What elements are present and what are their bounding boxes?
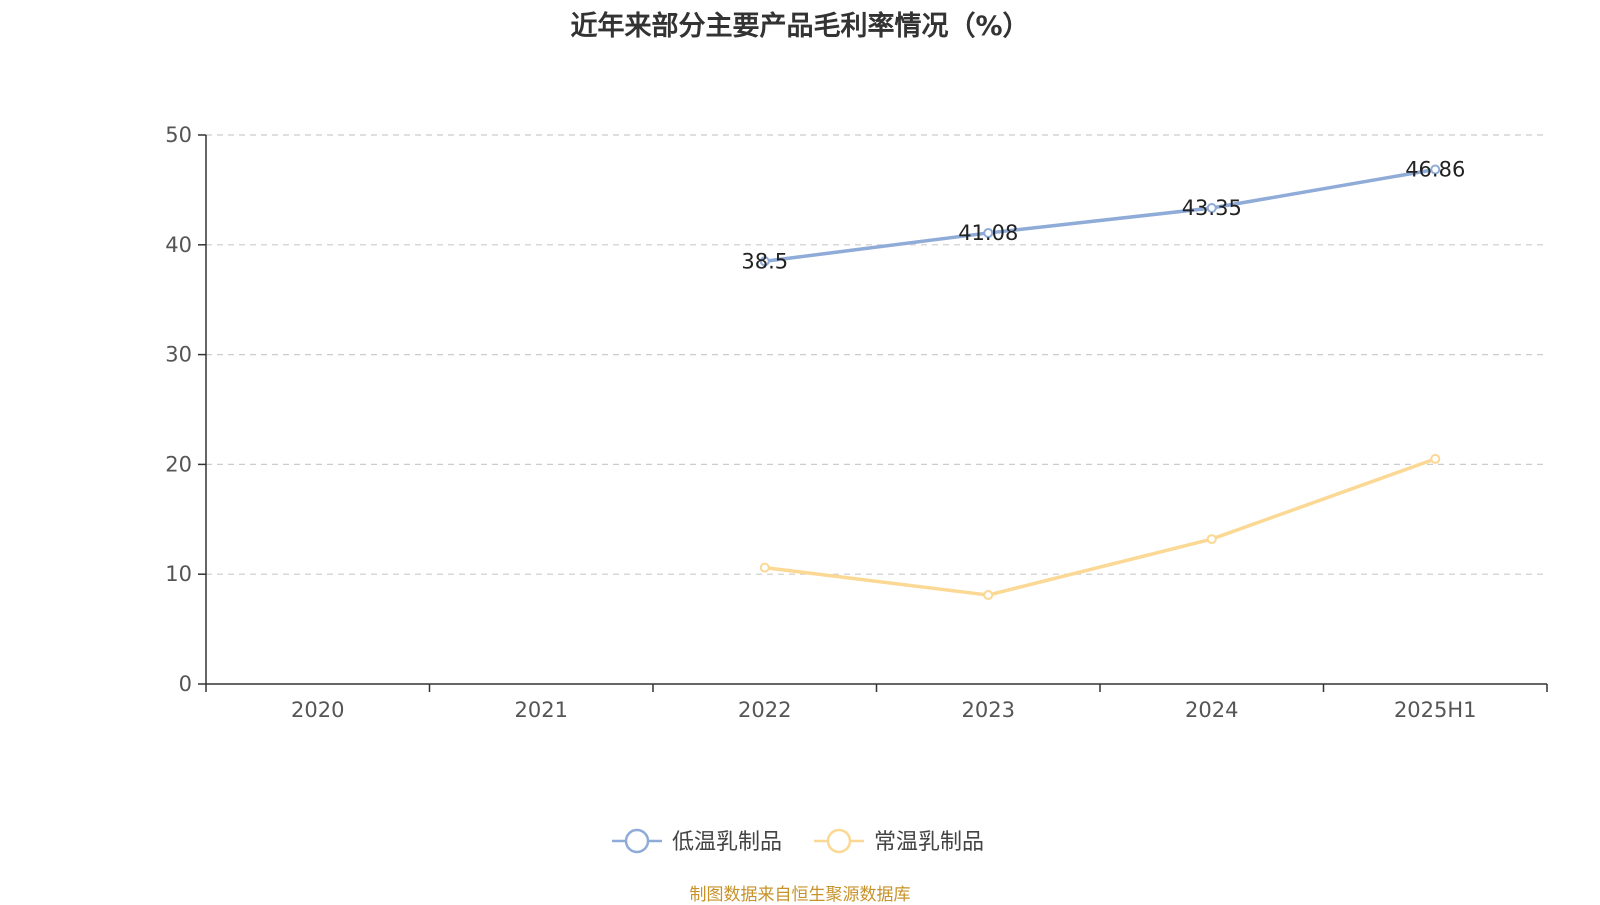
series-lines — [759, 164, 1441, 601]
data-point[interactable] — [759, 562, 770, 573]
y-tick-label: 10 — [165, 562, 192, 586]
data-label: 43.35 — [1182, 196, 1242, 220]
grid-lines — [206, 134, 1547, 575]
legend-label: 常温乳制品 — [874, 830, 984, 855]
data-point[interactable] — [1206, 203, 1217, 214]
data-point[interactable] — [1430, 164, 1441, 175]
series-line-1 — [764, 457, 1436, 597]
data-point[interactable] — [1430, 453, 1441, 464]
y-tick-label: 0 — [179, 672, 192, 696]
x-tick-label: 2023 — [962, 698, 1015, 722]
y-tick-label: 20 — [165, 452, 192, 476]
legend-marker-icon — [826, 828, 852, 854]
data-point[interactable] — [1206, 534, 1217, 545]
chart-title: 近年来部分主要产品毛利率情况（%） — [570, 11, 1030, 42]
data-point[interactable] — [983, 227, 994, 238]
source-note: 制图数据来自恒生聚源数据库 — [689, 885, 911, 905]
data-point[interactable] — [759, 256, 770, 267]
x-tick-label: 2020 — [291, 698, 344, 722]
data-point[interactable] — [983, 590, 994, 601]
legend[interactable]: 低温乳制品 常温乳制品 — [612, 828, 984, 855]
legend-marker-icon — [624, 828, 650, 854]
x-tick-label: 2025H1 — [1394, 698, 1477, 722]
y-tick-label: 30 — [165, 343, 192, 367]
y-tick-label: 50 — [165, 123, 192, 147]
legend-item-0[interactable]: 低温乳制品 — [612, 828, 782, 855]
data-labels: 38.5 41.08 43.35 46.86 — [741, 157, 1465, 273]
legend-label: 低温乳制品 — [672, 830, 782, 855]
y-tick-label: 40 — [165, 233, 192, 257]
data-label: 46.86 — [1405, 157, 1465, 181]
data-label: 41.08 — [958, 221, 1018, 245]
x-tick-label: 2021 — [515, 698, 568, 722]
series-line-0 — [764, 167, 1436, 264]
axes: 0 10 20 30 40 50 2020 2021 2022 2023 2024 2025H1 — [165, 123, 1548, 722]
x-tick-label: 2022 — [738, 698, 791, 722]
x-tick-label: 2024 — [1185, 698, 1238, 722]
legend-item-1[interactable]: 常温乳制品 — [814, 828, 984, 855]
data-label: 38.5 — [741, 249, 788, 273]
